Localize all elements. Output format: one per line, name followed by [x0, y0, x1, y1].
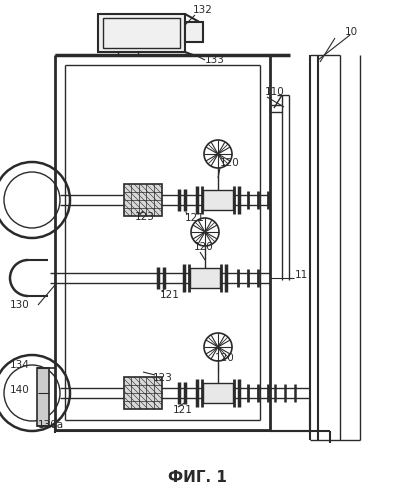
Bar	[203, 190, 233, 210]
Text: 140: 140	[10, 385, 30, 395]
Text: 130: 130	[10, 300, 30, 310]
Text: 132: 132	[193, 5, 213, 15]
Text: 134: 134	[10, 360, 30, 370]
Bar	[124, 184, 162, 216]
Text: 121: 121	[173, 405, 193, 415]
Text: 110: 110	[265, 87, 285, 97]
Text: ФИГ. 1: ФИГ. 1	[167, 471, 226, 486]
Text: 130a: 130a	[38, 420, 64, 430]
Text: 10: 10	[345, 27, 358, 37]
Text: 123: 123	[153, 373, 173, 383]
Text: 120: 120	[194, 242, 214, 252]
Bar	[124, 377, 162, 409]
Text: 123: 123	[135, 212, 155, 222]
Text: 120: 120	[220, 158, 240, 168]
Text: 121: 121	[160, 290, 180, 300]
Bar	[98, 14, 185, 52]
Bar	[185, 22, 203, 42]
Bar	[190, 268, 220, 288]
Text: 11: 11	[295, 270, 308, 280]
Text: 121: 121	[185, 213, 205, 223]
Bar	[37, 368, 49, 426]
Text: 120: 120	[215, 353, 235, 363]
Text: 133: 133	[205, 55, 225, 65]
Bar	[103, 18, 180, 48]
Bar	[203, 383, 233, 403]
